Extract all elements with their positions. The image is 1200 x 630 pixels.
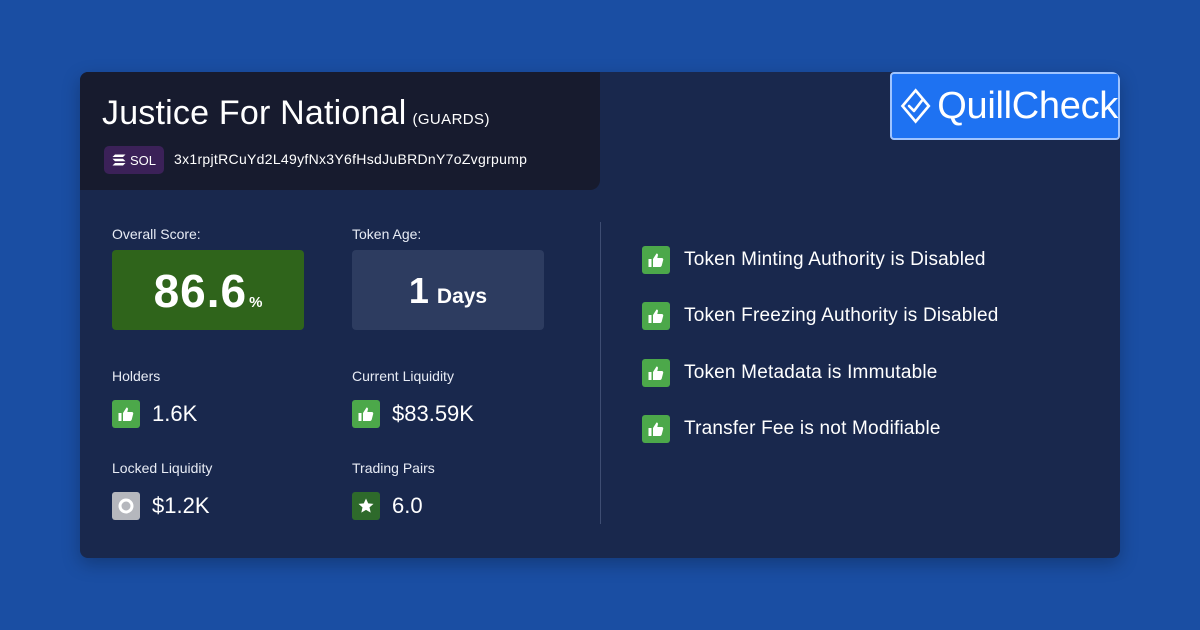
check-text: Token Minting Authority is Disabled bbox=[684, 249, 986, 270]
token-report-card: Justice For National (GUARDS) SOL 3x1rpjt… bbox=[80, 72, 1120, 558]
check-text: Transfer Fee is not Modifiable bbox=[684, 418, 941, 439]
star-icon bbox=[352, 492, 380, 520]
check-text: Token Metadata is Immutable bbox=[684, 362, 938, 383]
overall-score-unit: % bbox=[249, 294, 263, 311]
solana-icon bbox=[112, 154, 126, 166]
overall-score-box: 86.6% bbox=[112, 250, 304, 330]
check-item: Transfer Fee is not Modifiable bbox=[642, 415, 941, 443]
chain-label: SOL bbox=[130, 152, 157, 168]
token-age-label: Token Age: bbox=[352, 226, 422, 242]
thumbs-up-icon bbox=[642, 302, 670, 330]
quillcheck-logo: QuillCheck bbox=[890, 72, 1120, 140]
current-liquidity-metric: $83.59K bbox=[352, 400, 474, 428]
holders-metric: 1.6K bbox=[112, 400, 197, 428]
token-address[interactable]: 3x1rpjtRCuYd2L49yfNx3Y6fHsdJuBRDnY7oZvgr… bbox=[174, 151, 528, 167]
section-divider bbox=[600, 222, 601, 524]
check-item: Token Freezing Authority is Disabled bbox=[642, 302, 999, 330]
quillcheck-logo-icon bbox=[900, 88, 931, 124]
check-text: Token Freezing Authority is Disabled bbox=[684, 305, 999, 326]
holders-label: Holders bbox=[112, 368, 161, 384]
locked-liquidity-value: $1.2K bbox=[152, 493, 210, 518]
neutral-circle-icon bbox=[112, 492, 140, 520]
logo-text: QuillCheck bbox=[937, 84, 1118, 127]
trading-pairs-value: 6.0 bbox=[392, 493, 423, 518]
overall-score-label: Overall Score: bbox=[112, 226, 201, 242]
holders-value: 1.6K bbox=[152, 401, 198, 426]
check-item: Token Metadata is Immutable bbox=[642, 359, 938, 387]
overall-score-value: 86.6 bbox=[153, 265, 248, 317]
token-age-box: 1 Days bbox=[352, 250, 544, 330]
thumbs-up-icon bbox=[112, 400, 140, 428]
token-title: Justice For National (GUARDS) bbox=[102, 94, 490, 133]
locked-liquidity-label: Locked Liquidity bbox=[112, 460, 213, 476]
token-name: Justice For National bbox=[102, 94, 407, 132]
thumbs-up-icon bbox=[642, 359, 670, 387]
token-age-unit: Days bbox=[436, 285, 488, 308]
token-age-value: 1 bbox=[408, 270, 429, 311]
token-header: Justice For National (GUARDS) SOL 3x1rpjt… bbox=[80, 72, 600, 190]
trading-pairs-metric: 6.0 bbox=[352, 492, 423, 520]
current-liquidity-label: Current Liquidity bbox=[352, 368, 454, 384]
current-liquidity-value: $83.59K bbox=[392, 401, 474, 426]
locked-liquidity-metric: $1.2K bbox=[112, 492, 210, 520]
trading-pairs-label: Trading Pairs bbox=[352, 460, 435, 476]
chain-badge: SOL bbox=[104, 146, 165, 174]
token-symbol: (GUARDS) bbox=[412, 111, 490, 128]
check-item: Token Minting Authority is Disabled bbox=[642, 246, 986, 274]
thumbs-up-icon bbox=[352, 400, 380, 428]
thumbs-up-icon bbox=[642, 415, 670, 443]
thumbs-up-icon bbox=[642, 246, 670, 274]
